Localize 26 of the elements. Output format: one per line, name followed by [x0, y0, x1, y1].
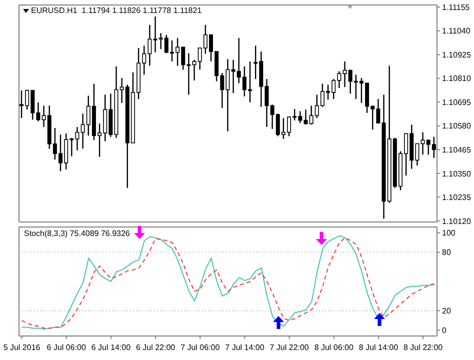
- x-tick-label: 6 Jul 14:00: [91, 343, 132, 352]
- chart-title: Stoch(8,3,3) 75.4089 76.9326: [24, 229, 130, 238]
- y-tick-label: 100: [442, 228, 456, 238]
- y-tick-label: 80: [442, 248, 452, 258]
- x-tick-label: 5 Jul 2016: [3, 343, 41, 352]
- y-tick-label: 1.10235: [442, 193, 472, 202]
- y-tick-label: 1.10925: [442, 50, 472, 60]
- x-tick-label: 8 Jul 14:00: [358, 343, 399, 352]
- y-tick-label: 1.11040: [442, 26, 471, 36]
- y-tick-label: 1.10350: [442, 169, 472, 178]
- x-tick-label: 6 Jul 06:00: [46, 343, 86, 352]
- y-tick-label: 1.10695: [442, 98, 472, 107]
- y-tick-label: 1.10810: [442, 74, 472, 84]
- x-tick-label: 8 Jul 22:00: [403, 343, 444, 352]
- y-tick-label: 0: [442, 326, 447, 335]
- x-tick-label: 7 Jul 06:00: [180, 343, 220, 352]
- x-tick-label: 7 Jul 22:00: [270, 343, 310, 352]
- y-tick-label: 20: [442, 306, 452, 316]
- y-tick-label: 1.10465: [442, 146, 472, 155]
- y-tick-label: 1.10120: [442, 216, 472, 226]
- x-tick-label: 6 Jul 22:00: [136, 343, 176, 352]
- chart-title: EURUSD.H1 1.11794 1.11826 1.11778 1.11821: [31, 6, 202, 15]
- x-tick-label: 8 Jul 06:00: [314, 343, 354, 352]
- x-tick-label: 7 Jul 14:00: [225, 343, 265, 352]
- y-tick-label: 1.11155: [442, 2, 470, 12]
- y-tick-label: 1.10580: [442, 122, 472, 131]
